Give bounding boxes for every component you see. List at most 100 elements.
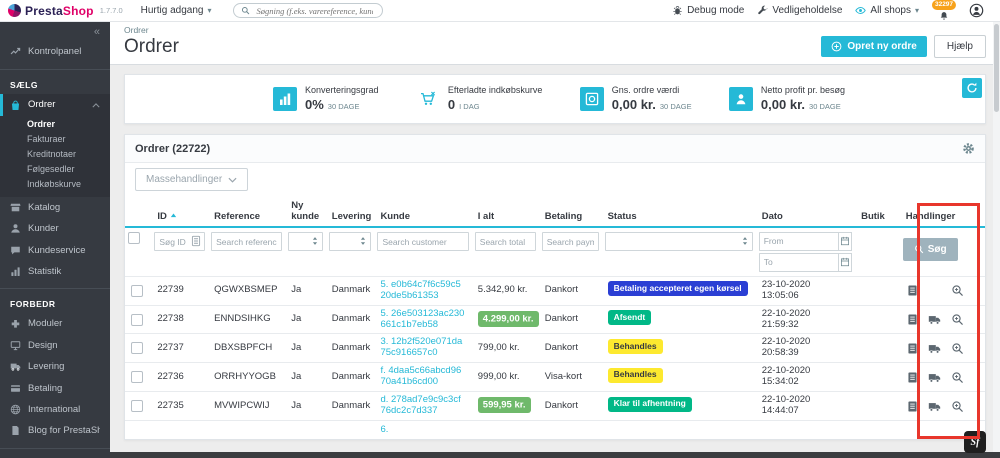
sidebar-item-kundeservice[interactable]: Kundeservice — [0, 240, 110, 261]
quick-access-dropdown[interactable]: Hurtig adgang ▾ — [135, 4, 218, 17]
order-customer-link[interactable]: 6. — [380, 424, 389, 435]
col-delivery[interactable]: Levering — [325, 197, 375, 228]
orders-panel: Ordrer (22722) Massehandlinger — [124, 134, 986, 440]
bulk-actions-dropdown[interactable]: Massehandlinger — [135, 168, 249, 191]
order-view-icon[interactable] — [951, 284, 964, 297]
order-row-22735[interactable]: 22735 MVWIPCWIJ Ja Danmark d. 278ad7e9c9… — [125, 391, 985, 421]
filter-payment-input[interactable] — [541, 232, 599, 252]
kpi-period: 30 DAGE — [327, 101, 360, 111]
calendar-icon[interactable] — [837, 252, 853, 272]
order-details-icon[interactable] — [906, 313, 919, 326]
order-details-icon[interactable] — [906, 284, 919, 297]
order-delivery-slip-icon[interactable] — [928, 313, 941, 326]
order-row-partial[interactable]: 6. — [125, 421, 985, 439]
filter-delivery-select[interactable] — [328, 231, 372, 251]
order-details-icon[interactable] — [906, 400, 919, 413]
order-row-22738[interactable]: 22738 ENNDSIHKG Ja Danmark 5. 26e503123a… — [125, 305, 985, 335]
maintenance-button[interactable]: Vedligeholdelse — [757, 5, 842, 16]
col-id[interactable]: ID — [151, 197, 209, 228]
col-status[interactable]: Status — [601, 197, 756, 228]
create-order-button[interactable]: Opret ny ordre — [821, 36, 927, 57]
grid-settings-gear-icon[interactable] — [962, 142, 975, 155]
col-date[interactable]: Dato — [755, 197, 856, 228]
order-details-icon[interactable] — [906, 371, 919, 384]
sidebar-item-levering[interactable]: Levering — [0, 356, 110, 377]
filter-status-select[interactable] — [604, 231, 753, 251]
symfony-profiler-button[interactable]: Sf — [964, 431, 986, 453]
sidebar-item-international[interactable]: International — [0, 399, 110, 420]
order-view-icon[interactable] — [951, 371, 964, 384]
order-view-icon[interactable] — [951, 400, 964, 413]
filter-date-from-input[interactable] — [758, 231, 838, 251]
search-submit-button[interactable]: Søg — [902, 237, 958, 261]
global-search[interactable] — [233, 3, 384, 18]
filter-reference-input[interactable] — [211, 232, 283, 252]
col-total[interactable]: I alt — [471, 197, 539, 228]
order-row-22737[interactable]: 22737 DBXSBPFCH Ja Danmark 3. 12b2f520e0… — [125, 333, 985, 364]
order-new-customer: Ja — [285, 305, 326, 335]
calendar-icon[interactable] — [837, 231, 853, 251]
col-new-customer[interactable]: Ny kunde — [285, 197, 326, 228]
sidebar-subitem-kreditnotaer[interactable]: Kreditnotaer — [27, 149, 77, 160]
refresh-kpis-button[interactable] — [962, 78, 982, 98]
row-checkbox[interactable] — [131, 313, 143, 326]
sidebar-subitem-følgesedler[interactable]: Følgesedler — [27, 164, 75, 175]
help-button[interactable]: Hjælp — [933, 35, 986, 58]
sidebar-collapse-button[interactable]: « — [93, 26, 100, 38]
sidebar-item-kunder[interactable]: Kunder — [0, 218, 110, 239]
order-delivery-slip-icon[interactable] — [928, 400, 941, 413]
order-customer-link[interactable]: 5. e0b64c7f6c59c520de5b61353 — [380, 278, 461, 301]
col-reference[interactable]: Reference — [208, 197, 286, 228]
notifications-button[interactable]: 32297 — [931, 0, 957, 21]
order-view-icon[interactable] — [951, 313, 964, 326]
col-customer[interactable]: Kunde — [374, 197, 472, 228]
order-customer-link[interactable]: 5. 26e503123ac230661c1b7eb58 — [380, 307, 465, 330]
order-delivery-slip-icon[interactable] — [928, 371, 941, 384]
catalog-icon — [10, 202, 21, 213]
prestashop-logo[interactable]: PrestaShop 1.7.7.0 — [0, 4, 131, 18]
sidebar-item-betaling[interactable]: Betaling — [0, 378, 110, 399]
sidebar-item-ordrer[interactable]: Ordrer — [0, 94, 110, 116]
select-all-checkbox[interactable] — [128, 231, 140, 244]
sort-asc-icon[interactable] — [170, 213, 177, 218]
col-payment[interactable]: Betaling — [538, 197, 602, 228]
sidebar-subitem-ordrer[interactable]: Ordrer — [27, 119, 56, 130]
main-content: Ordrer Ordrer Opret ny ordre Hjælp Konve… — [110, 22, 1000, 458]
order-id — [151, 421, 208, 439]
row-checkbox[interactable] — [131, 400, 143, 413]
sidebar-subitem-fakturaer[interactable]: Fakturaer — [27, 134, 66, 145]
search-icon — [914, 244, 924, 254]
shop-switcher-dropdown[interactable]: All shops ▾ — [855, 5, 919, 16]
order-details-icon[interactable] — [906, 342, 919, 355]
col-shop[interactable]: Butik — [855, 197, 900, 228]
order-shop — [855, 391, 900, 421]
debug-mode-button[interactable]: Debug mode — [672, 5, 744, 16]
order-customer-link[interactable]: 3. 12b2f520e071da75c916657c0 — [380, 336, 463, 359]
page-scrollbar[interactable] — [993, 22, 1000, 458]
global-search-input[interactable] — [254, 4, 376, 17]
sidebar-item-kontrolpanel[interactable]: Kontrolpanel — [0, 40, 110, 63]
order-customer-link[interactable]: f. 4daa5c66abcd9670a41b6cd00 — [380, 365, 462, 388]
row-checkbox[interactable] — [131, 342, 143, 355]
sidebar-item-design[interactable]: Design — [0, 335, 110, 356]
order-delivery-slip-icon[interactable] — [928, 342, 941, 355]
sidebar-item-blog-for-prestashop[interactable]: Blog for PrestaShop — [0, 420, 110, 441]
row-checkbox[interactable] — [131, 371, 143, 384]
filter-new-customer-select[interactable] — [288, 231, 323, 251]
order-view-icon[interactable] — [951, 342, 964, 355]
sidebar-item-moduler[interactable]: Moduler — [0, 313, 110, 334]
sidebar-subitem-indkøbskurve[interactable]: Indkøbskurve — [27, 179, 82, 190]
order-row-22739[interactable]: 22739 QGWXBSMEP Ja Danmark 5. e0b64c7f6c… — [125, 276, 985, 306]
sidebar-item-katalog[interactable]: Katalog — [0, 197, 110, 218]
row-checkbox[interactable] — [131, 284, 143, 297]
user-menu-button[interactable] — [969, 3, 984, 18]
sidebar-item-statistik[interactable]: Statistik — [0, 261, 110, 282]
filter-total-input[interactable] — [474, 232, 536, 252]
filter-date-to-input[interactable] — [758, 252, 838, 272]
filter-customer-input[interactable] — [377, 232, 469, 252]
scrollbar-thumb[interactable] — [994, 24, 999, 112]
order-row-22736[interactable]: 22736 ORRHYYOGB Ja Danmark f. 4daa5c66ab… — [125, 362, 985, 393]
order-customer-link[interactable]: d. 278ad7e9c9c3cf76dc2c7d337 — [380, 394, 461, 417]
search-icon — [241, 6, 250, 15]
order-date: 22-10-2020 15:34:02 — [755, 362, 856, 393]
